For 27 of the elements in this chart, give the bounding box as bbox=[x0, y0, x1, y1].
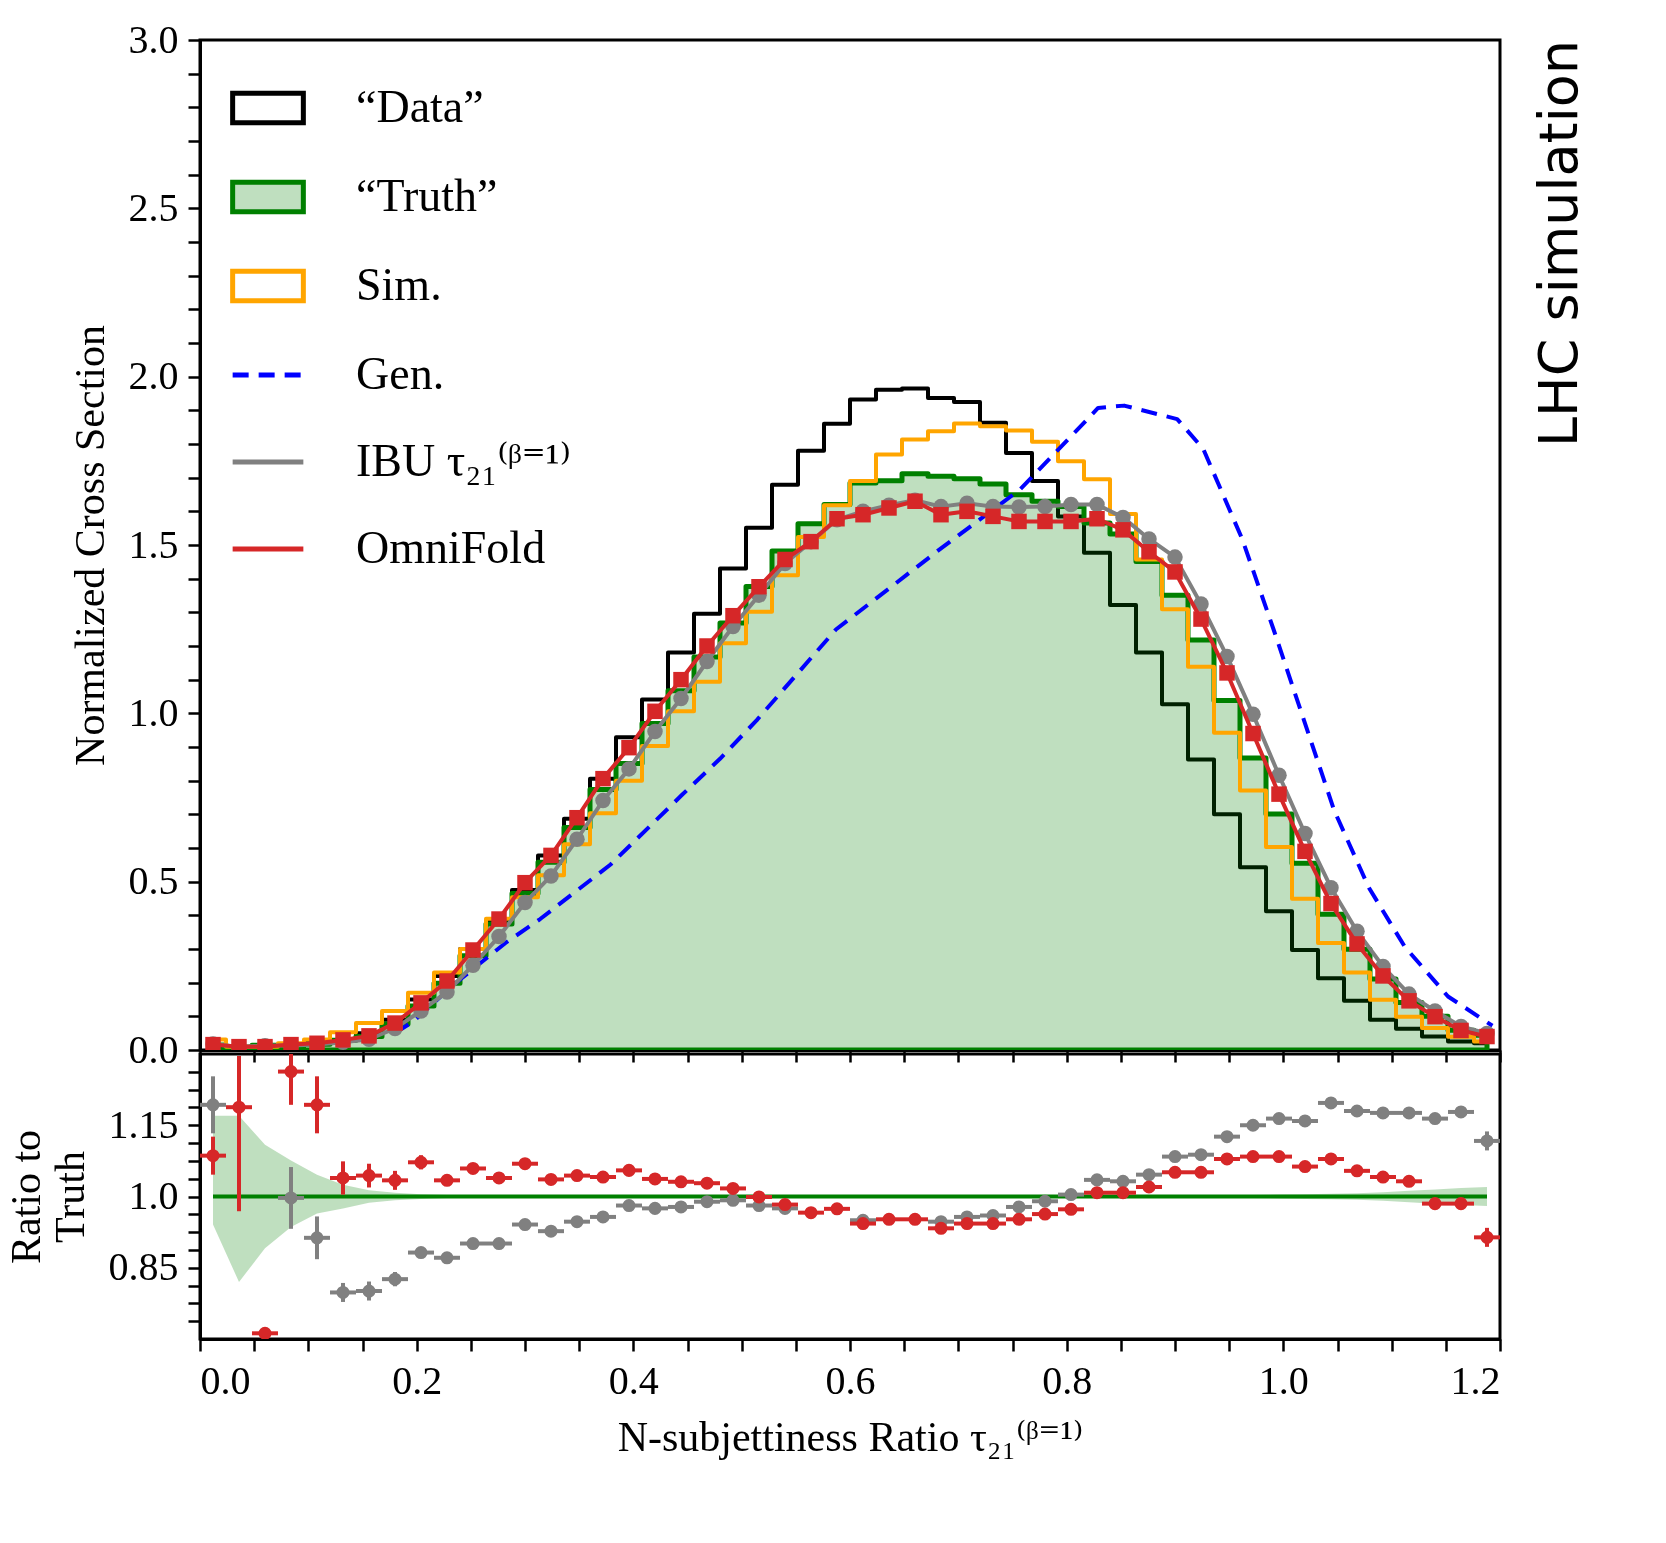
legend-label: IBU τ₂₁⁽ᵝ⁼¹⁾ bbox=[356, 435, 571, 486]
x-tick-label: 0.4 bbox=[608, 1357, 659, 1403]
y-tick-label: 3.0 bbox=[128, 16, 179, 62]
y-tick-label: 1.0 bbox=[128, 1173, 179, 1218]
y-tick-label: 0.0 bbox=[128, 1026, 179, 1072]
legend-label: Sim. bbox=[356, 259, 442, 310]
legend-label: “Data” bbox=[356, 81, 484, 132]
y-tick-label: 2.5 bbox=[128, 184, 179, 230]
x-tick-label: 1.2 bbox=[1450, 1357, 1501, 1403]
x-tick-label: 0.6 bbox=[825, 1357, 876, 1403]
y-tick-label: 2.0 bbox=[128, 353, 179, 399]
y-axis-title: Ratio to Truth bbox=[2, 1129, 93, 1265]
y-tick-label: 1.15 bbox=[108, 1101, 179, 1147]
y-axis-title: Normalized Cross Section bbox=[66, 325, 113, 766]
legend-label: Gen. bbox=[356, 348, 445, 399]
text: LHC simulation bbox=[1527, 40, 1590, 448]
legend-label: “Truth” bbox=[356, 170, 498, 221]
x-axis-title: N-subjettiness Ratio τ₂₁⁽ᵝ⁼¹⁾ bbox=[617, 1413, 1084, 1460]
y-tick-label: 1.0 bbox=[128, 689, 179, 735]
y-tick-label: 1.5 bbox=[128, 521, 179, 567]
y-tick-label: 0.5 bbox=[128, 858, 179, 904]
legend-label: OmniFold bbox=[356, 522, 546, 573]
x-tick-label: 0.8 bbox=[1042, 1357, 1093, 1403]
x-tick-label: 0.0 bbox=[200, 1357, 251, 1403]
x-tick-label: 1.0 bbox=[1258, 1357, 1309, 1403]
y-tick-label: 0.85 bbox=[108, 1244, 179, 1290]
x-tick-label: 0.2 bbox=[392, 1357, 443, 1403]
